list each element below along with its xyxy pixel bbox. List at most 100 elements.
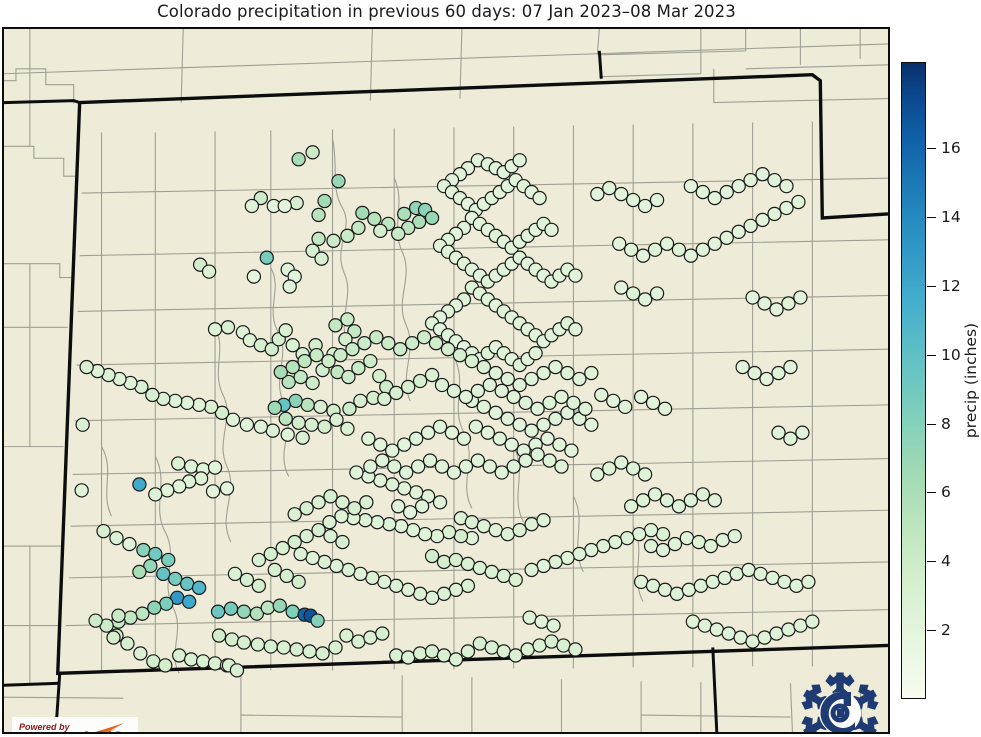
station-point[interactable] <box>96 523 111 539</box>
station-point[interactable] <box>424 210 440 226</box>
station-point[interactable] <box>643 522 659 538</box>
station-point[interactable] <box>602 461 617 476</box>
station-point[interactable] <box>145 387 160 403</box>
station-point[interactable] <box>536 513 551 528</box>
station-point[interactable] <box>321 353 336 369</box>
station-point[interactable] <box>482 377 497 393</box>
station-point[interactable] <box>191 397 207 413</box>
station-point[interactable] <box>207 460 223 475</box>
station-point[interactable] <box>671 242 687 257</box>
station-point[interactable] <box>755 212 770 228</box>
station-point[interactable] <box>743 172 758 188</box>
station-point[interactable] <box>476 359 491 375</box>
station-point[interactable] <box>546 618 561 633</box>
station-point[interactable] <box>375 626 390 641</box>
station-point[interactable] <box>394 519 409 534</box>
station-point[interactable] <box>385 477 400 492</box>
station-point[interactable] <box>397 206 412 222</box>
station-point[interactable] <box>405 522 421 538</box>
station-point[interactable] <box>183 459 199 474</box>
station-point[interactable] <box>458 389 474 405</box>
station-point[interactable] <box>363 459 378 474</box>
station-point[interactable] <box>317 554 332 570</box>
station-point[interactable] <box>203 399 219 415</box>
station-point[interactable] <box>548 411 563 426</box>
station-point[interactable] <box>769 626 784 641</box>
station-point[interactable] <box>470 453 486 468</box>
station-point[interactable] <box>323 528 338 544</box>
station-point[interactable] <box>357 336 372 351</box>
station-point[interactable] <box>220 320 236 335</box>
station-point[interactable] <box>328 640 343 655</box>
colorbar[interactable] <box>901 62 926 699</box>
station-point[interactable] <box>272 598 287 613</box>
station-point[interactable] <box>345 342 360 357</box>
station-point[interactable] <box>671 499 687 514</box>
station-point[interactable] <box>554 389 569 405</box>
station-point[interactable] <box>412 373 428 389</box>
station-point[interactable] <box>359 495 374 510</box>
station-point[interactable] <box>158 658 173 673</box>
station-point[interactable] <box>156 566 171 582</box>
station-point[interactable] <box>358 513 373 528</box>
station-point[interactable] <box>109 530 124 546</box>
station-point[interactable] <box>361 431 376 446</box>
station-point[interactable] <box>444 425 460 440</box>
station-point[interactable] <box>369 330 384 345</box>
station-point[interactable] <box>472 636 488 651</box>
station-point[interactable] <box>496 568 511 584</box>
station-point[interactable] <box>251 552 267 568</box>
station-point[interactable] <box>633 574 649 590</box>
station-point[interactable] <box>195 654 211 669</box>
station-point[interactable] <box>707 236 722 251</box>
station-point[interactable] <box>649 192 665 208</box>
station-point[interactable] <box>695 487 711 502</box>
station-point[interactable] <box>287 507 302 522</box>
station-point[interactable] <box>408 485 424 500</box>
station-point[interactable] <box>311 207 326 223</box>
station-point[interactable] <box>436 554 452 570</box>
station-point[interactable] <box>729 566 744 582</box>
station-point[interactable] <box>771 425 786 440</box>
station-point[interactable] <box>623 499 639 514</box>
station-point[interactable] <box>783 359 798 375</box>
station-point[interactable] <box>300 397 315 413</box>
station-data-points[interactable] <box>74 145 820 678</box>
station-point[interactable] <box>753 566 768 582</box>
station-point[interactable] <box>633 389 649 405</box>
station-point[interactable] <box>568 268 583 283</box>
station-point[interactable] <box>572 371 587 387</box>
station-point[interactable] <box>373 223 388 239</box>
station-point[interactable] <box>181 594 197 609</box>
station-point[interactable] <box>453 528 469 544</box>
station-point[interactable] <box>500 411 515 426</box>
station-point[interactable] <box>291 415 306 430</box>
station-point[interactable] <box>160 483 175 498</box>
station-point[interactable] <box>305 375 320 391</box>
station-point[interactable] <box>484 564 499 580</box>
station-point[interactable] <box>239 417 255 432</box>
station-point[interactable] <box>446 383 462 399</box>
station-point[interactable] <box>351 220 366 236</box>
station-point[interactable] <box>401 379 416 395</box>
station-point[interactable] <box>317 419 332 434</box>
station-point[interactable] <box>293 369 308 385</box>
station-point[interactable] <box>74 483 89 498</box>
station-point[interactable] <box>476 399 491 415</box>
station-point[interactable] <box>795 425 810 440</box>
station-point[interactable] <box>305 243 320 258</box>
station-point[interactable] <box>719 230 734 245</box>
station-point[interactable] <box>508 572 523 588</box>
station-point[interactable] <box>347 324 362 339</box>
station-point[interactable] <box>250 637 266 652</box>
station-point[interactable] <box>363 630 378 645</box>
station-point[interactable] <box>635 493 651 508</box>
station-point[interactable] <box>278 411 293 426</box>
station-point[interactable] <box>136 542 151 558</box>
station-point[interactable] <box>476 519 491 534</box>
station-point[interactable] <box>614 455 629 470</box>
station-point[interactable] <box>536 417 551 432</box>
station-point[interactable] <box>148 487 163 502</box>
station-point[interactable] <box>401 650 416 665</box>
station-point[interactable] <box>280 427 295 442</box>
